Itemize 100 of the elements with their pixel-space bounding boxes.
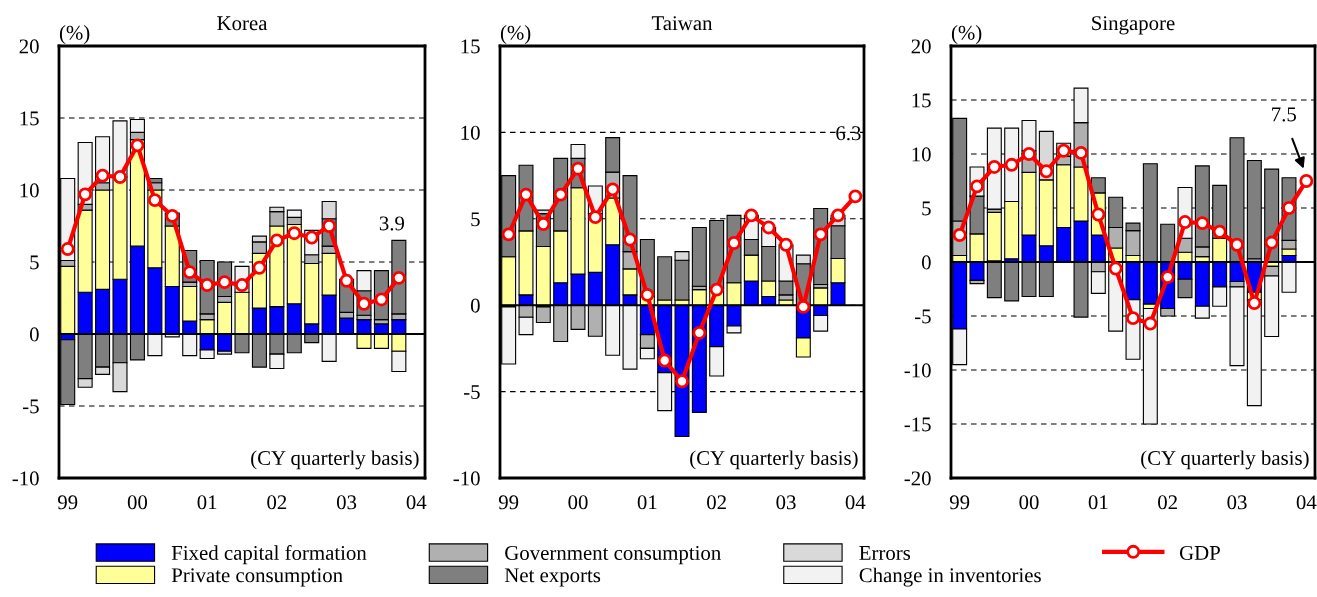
point	[130, 138, 145, 153]
x-tick-label: 01	[197, 495, 217, 510]
point	[813, 227, 828, 242]
point	[692, 325, 707, 340]
y-tick-label: 15	[20, 111, 39, 126]
y-tick-label: 0	[921, 255, 931, 270]
point	[1126, 311, 1140, 326]
point	[1299, 174, 1314, 188]
point	[1230, 237, 1244, 252]
y-tick-label: 15	[912, 93, 931, 108]
chart-title: Taiwan	[651, 16, 713, 31]
y-tick-label: 15	[461, 39, 480, 54]
y-tick-label: -5	[463, 385, 480, 400]
point	[95, 168, 110, 183]
chart-title: Singapore	[1092, 16, 1175, 35]
y-tick-label: 10	[912, 147, 931, 162]
point	[1108, 261, 1123, 276]
point	[391, 270, 406, 285]
x-tick-label: 02	[1158, 495, 1177, 510]
point	[553, 187, 568, 202]
point	[744, 208, 759, 223]
point	[779, 237, 793, 252]
legend-label: Errors	[859, 546, 911, 560]
point	[519, 187, 533, 202]
y-tick-label: -10	[904, 363, 931, 378]
point	[501, 227, 516, 242]
y-axis-title: (%)	[500, 25, 531, 44]
point	[1282, 201, 1296, 215]
point	[848, 189, 863, 204]
y-tick-label: 20	[911, 39, 931, 54]
point	[1247, 296, 1262, 310]
bar	[657, 256, 673, 301]
point	[640, 287, 655, 302]
point	[709, 282, 724, 297]
y-tick-label: 5	[922, 201, 931, 216]
x-tick-label: 00	[1019, 495, 1039, 510]
legend-label: Net exports	[504, 568, 601, 587]
x-tick-label: 00	[127, 495, 148, 510]
x-tick-label: 03	[336, 495, 357, 510]
x-tick-label: 03	[1227, 495, 1247, 510]
point	[1212, 224, 1227, 239]
point	[1022, 147, 1036, 161]
x-tick-label: 01	[1088, 495, 1108, 510]
x-tick-label: 04	[406, 495, 427, 510]
x-tick-label: 04	[845, 495, 866, 510]
point	[1178, 215, 1192, 229]
y-tick-label: 5	[30, 255, 39, 270]
point	[1195, 216, 1210, 231]
point	[165, 208, 180, 223]
x-tick-label: 99	[498, 495, 519, 510]
x-tick-label: 02	[707, 495, 726, 510]
data-label: 6.3	[836, 126, 861, 141]
y-tick-label: 10	[20, 183, 39, 198]
point	[761, 220, 776, 235]
y-tick-label: -10	[12, 471, 39, 486]
x-tick-label: 00	[568, 495, 588, 510]
y-tick-label: 5	[471, 212, 480, 227]
point	[1004, 157, 1019, 172]
point	[252, 260, 267, 275]
annotation: (CY quarterly basis)	[1141, 450, 1309, 470]
data-label: 3.9	[379, 216, 405, 231]
point	[78, 187, 93, 202]
point	[1264, 235, 1279, 250]
point	[1160, 270, 1175, 285]
point	[675, 374, 689, 389]
annotation: (CY quarterly basis)	[690, 450, 858, 470]
point	[796, 299, 811, 314]
legend-label: Fixed capital formation	[171, 545, 367, 565]
legend-label: GDP	[1179, 545, 1220, 560]
point	[987, 160, 1002, 174]
point	[269, 233, 284, 248]
y-tick-label: -20	[904, 471, 931, 486]
x-tick-label: 01	[637, 495, 657, 510]
point	[588, 210, 603, 225]
legend-label: Private consumption	[171, 568, 343, 587]
x-tick-label: 99	[57, 495, 78, 510]
point	[147, 193, 162, 208]
point	[60, 242, 75, 256]
data-label: 7.5	[1272, 107, 1297, 122]
legend-label: Change in inventories	[859, 567, 1041, 587]
y-tick-label: -5	[22, 399, 39, 414]
annotation: (CY quarterly basis)	[251, 450, 419, 470]
y-axis-title: (%)	[59, 25, 90, 44]
x-tick-label: 02	[267, 495, 287, 510]
point	[727, 236, 741, 250]
x-tick-label: 03	[776, 495, 796, 510]
x-tick-label: 99	[949, 495, 970, 510]
x-tick-label: 04	[1296, 495, 1317, 510]
point	[623, 232, 637, 247]
y-tick-label: 20	[19, 39, 39, 54]
point	[339, 273, 354, 288]
y-tick-label: 10	[461, 125, 480, 140]
legend-label: Government consumption	[505, 545, 721, 565]
point	[113, 170, 127, 184]
y-tick-label: 0	[470, 298, 480, 313]
y-tick-label: 0	[29, 327, 39, 342]
chart-title: Korea	[217, 16, 268, 31]
bar	[691, 226, 707, 287]
point	[1039, 164, 1054, 179]
point	[657, 353, 672, 368]
